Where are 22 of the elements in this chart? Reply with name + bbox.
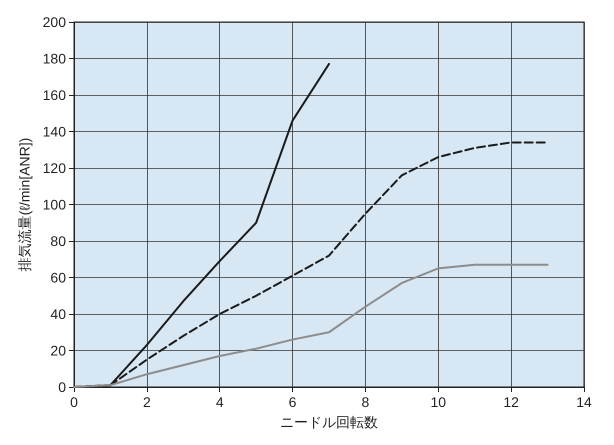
y-tick-label: 140 <box>42 124 66 140</box>
y-tick-label: 160 <box>42 87 66 103</box>
y-tick-label: 200 <box>42 14 66 30</box>
y-tick-label: 100 <box>42 196 66 212</box>
x-tick-label: 8 <box>362 394 370 410</box>
x-tick-label: 12 <box>503 394 520 410</box>
y-tick-label: 20 <box>50 342 66 358</box>
x-tick-label: 6 <box>288 394 297 410</box>
x-tick-label: 4 <box>216 394 224 410</box>
y-tick-label: 180 <box>42 50 66 66</box>
x-tick-label: 2 <box>142 394 151 410</box>
y-tick-label: 40 <box>50 306 66 322</box>
x-tick-label: 0 <box>70 394 78 410</box>
y-tick-label: 0 <box>58 379 66 395</box>
y-tick-label: 80 <box>50 233 66 249</box>
x-tick-label: 10 <box>430 394 446 410</box>
x-axis-title: ニードル回転数 <box>280 414 378 430</box>
line-series <box>73 264 549 388</box>
y-tick-label: 120 <box>42 160 66 176</box>
x-tick-label: 14 <box>576 394 592 410</box>
y-axis-title: 排気流量(ℓ/min[ANR]) <box>16 138 33 272</box>
y-tick-label: 60 <box>50 270 66 286</box>
